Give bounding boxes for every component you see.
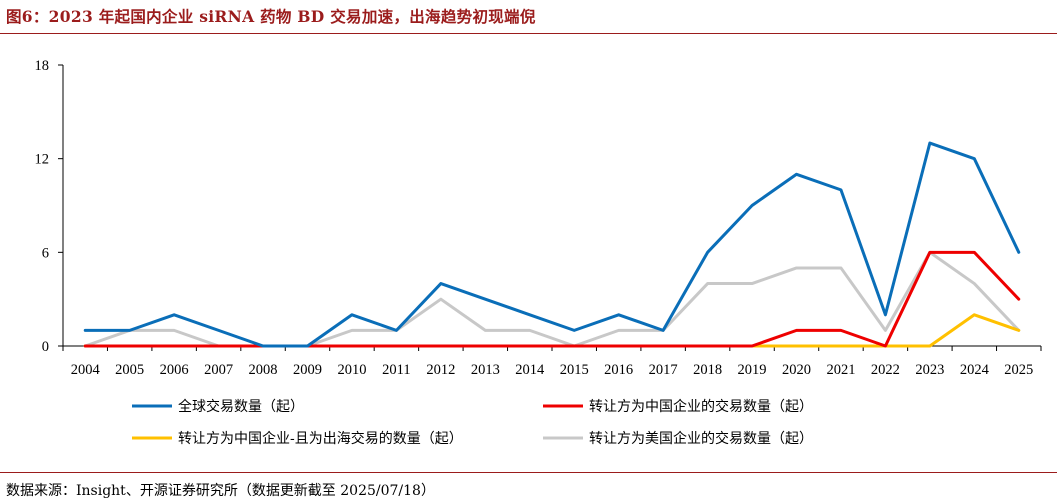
x-tick-label: 2013 [471,362,500,378]
legend-label-3: 转让方为中国企业-且为出海交易的数量（起） [178,430,463,447]
source-divider [0,472,1057,473]
chart-legend: 全球交易数量（起） 转让方为中国企业的交易数量（起） 转让方为中国企业-且为出海交易… [132,398,813,447]
x-tick-label: 2016 [604,362,633,378]
x-tick-label: 2010 [337,362,366,378]
x-tick-label: 2008 [249,362,278,378]
x-tick-label: 2015 [560,362,589,378]
x-tick-label: 2006 [160,362,189,378]
x-tick-label: 2018 [693,362,722,378]
x-tick-label: 2021 [826,362,855,378]
x-tick-label: 2011 [382,362,410,378]
chart-axes: 0 6 12 18 2004 2005 2006 2007 2008 2009 2010 2011 20… [35,58,1042,378]
x-tick-label: 2020 [782,362,811,378]
x-tick-label: 2012 [426,362,455,378]
y-tick-label: 0 [42,339,49,355]
title-divider [0,33,1057,34]
x-tick-label: 2019 [738,362,767,378]
x-tick-label: 2014 [515,362,545,378]
legend-label-2: 转让方为中国企业的交易数量（起） [589,398,813,415]
chart-series [83,141,1021,348]
legend-label-1: 全球交易数量（起） [178,398,304,415]
x-tick-label: 2005 [115,362,144,378]
y-tick-label: 18 [35,58,50,74]
series-global-deals-line [83,141,1021,348]
x-tick-label: 2022 [871,362,900,378]
legend-label-4: 转让方为美国企业的交易数量（起） [589,430,813,447]
figure-title: 图6：2023 年起国内企业 siRNA 药物 BD 交易加速，出海趋势初现端倪 [6,7,536,26]
x-tick-label: 2017 [649,362,678,378]
series-china-transferor-line [83,250,1021,348]
x-tick-label: 2023 [915,362,944,378]
x-tick-label: 2024 [960,362,990,378]
x-tick-label: 2004 [71,362,101,378]
x-tick-label: 2007 [204,362,233,378]
y-tick-label: 6 [42,245,49,261]
line-chart: 0 6 12 18 2004 2005 2006 2007 2008 2009 2010 2011 20… [35,58,1042,447]
y-tick-label: 12 [35,152,50,168]
x-tick-label: 2009 [293,362,322,378]
x-tick-label: 2025 [1004,362,1033,378]
source-note: 数据来源：Insight、开源证券研究所（数据更新截至 2025/07/18） [6,483,435,499]
